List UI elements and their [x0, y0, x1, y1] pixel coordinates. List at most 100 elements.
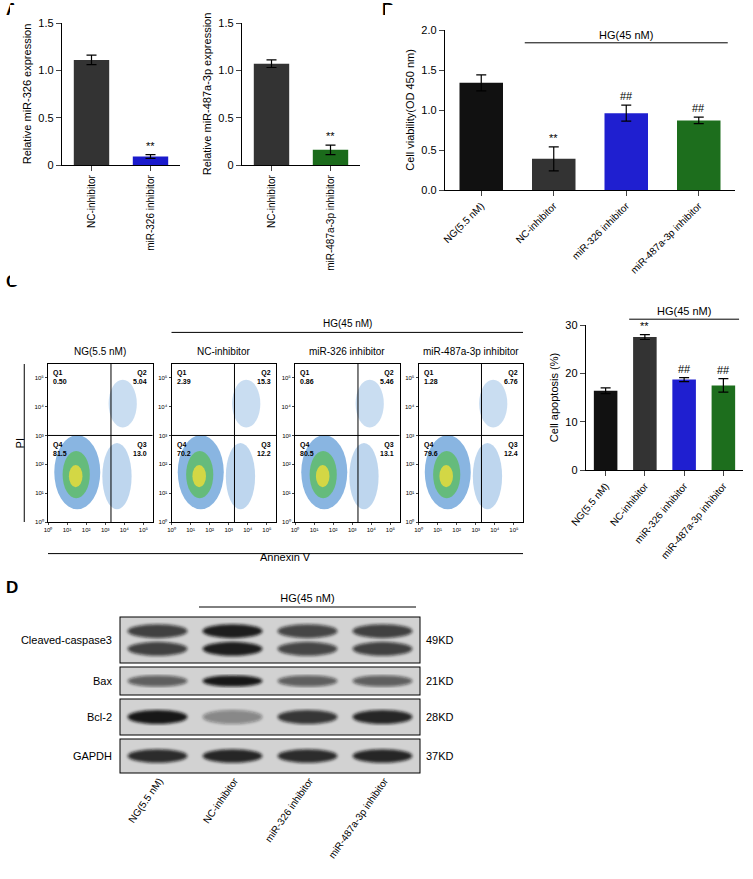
svg-text:10⁰: 10⁰ [406, 518, 415, 525]
svg-text:miR-326 inhibitor: miR-326 inhibitor [632, 480, 689, 545]
svg-text:10³: 10³ [348, 527, 357, 533]
svg-text:miR-326 inhibitor: miR-326 inhibitor [263, 775, 316, 844]
svg-text:0: 0 [571, 464, 577, 476]
svg-text:10³: 10³ [282, 433, 291, 439]
svg-text:28KD: 28KD [426, 711, 454, 723]
svg-text:miR-487a-3p inhibitor: miR-487a-3p inhibitor [326, 775, 390, 860]
svg-text:miR-326 inhibitor: miR-326 inhibitor [145, 175, 156, 251]
svg-text:PI: PI [14, 438, 26, 448]
svg-text:10²: 10² [406, 461, 415, 467]
svg-text:NC-inhibitor: NC-inhibitor [608, 480, 651, 528]
svg-text:10⁴: 10⁴ [405, 404, 415, 410]
svg-text:10⁵: 10⁵ [386, 527, 396, 533]
svg-text:Bcl-2: Bcl-2 [87, 711, 112, 723]
svg-text:10⁵: 10⁵ [139, 527, 149, 533]
svg-text:Q25.04: Q25.04 [133, 369, 147, 385]
svg-text:NG(5.5 nM): NG(5.5 nM) [569, 481, 611, 528]
svg-text:10⁴: 10⁴ [243, 527, 253, 533]
svg-text:**: ** [640, 320, 649, 332]
svg-text:10²: 10² [205, 527, 214, 533]
svg-text:**: ** [549, 132, 558, 144]
svg-text:NG(5.5 nM): NG(5.5 nM) [126, 776, 165, 825]
svg-text:miR-487a-3p inhibitor: miR-487a-3p inhibitor [423, 346, 519, 357]
svg-text:2.0: 2.0 [421, 24, 436, 36]
svg-text:10⁰: 10⁰ [414, 526, 423, 533]
svg-text:10⁴: 10⁴ [367, 527, 377, 533]
svg-text:1.5: 1.5 [218, 17, 233, 29]
svg-text:Q470.2: Q470.2 [177, 441, 191, 457]
svg-text:##: ## [717, 364, 730, 376]
svg-text:10³: 10³ [101, 527, 110, 533]
svg-text:10³: 10³ [471, 527, 480, 533]
svg-text:NC-inhibitor: NC-inhibitor [86, 175, 97, 228]
svg-text:10⁰: 10⁰ [44, 526, 53, 533]
svg-text:GAPDH: GAPDH [73, 750, 112, 762]
svg-text:10⁰: 10⁰ [282, 518, 291, 525]
svg-text:10⁰: 10⁰ [159, 518, 168, 525]
svg-text:Q479.6: Q479.6 [424, 441, 438, 457]
svg-text:miR-487a-3p inhibitor: miR-487a-3p inhibitor [325, 175, 336, 271]
svg-text:HG(45 nM): HG(45 nM) [657, 305, 711, 317]
svg-text:Q481.5: Q481.5 [53, 441, 67, 457]
svg-text:49KD: 49KD [426, 634, 454, 646]
svg-text:10⁵: 10⁵ [282, 375, 292, 381]
svg-text:10¹: 10¹ [433, 527, 442, 533]
svg-text:10⁴: 10⁴ [282, 404, 292, 410]
svg-text:10⁰: 10⁰ [167, 526, 176, 533]
svg-text:10¹: 10¹ [310, 527, 319, 533]
svg-text:10⁵: 10⁵ [405, 375, 415, 381]
svg-text:10⁵: 10⁵ [35, 375, 45, 381]
svg-text:10¹: 10¹ [159, 490, 168, 496]
svg-text:1.0: 1.0 [218, 64, 233, 76]
svg-text:Q25.46: Q25.46 [380, 369, 394, 385]
svg-text:37KD: 37KD [426, 750, 454, 762]
svg-text:20: 20 [565, 367, 577, 379]
svg-text:NG(5.5 nM): NG(5.5 nM) [441, 200, 486, 245]
svg-text:Q313.1: Q313.1 [380, 441, 394, 457]
svg-text:1.5: 1.5 [38, 17, 53, 29]
svg-text:10⁴: 10⁴ [490, 527, 500, 533]
svg-text:10²: 10² [452, 527, 461, 533]
svg-text:1.0: 1.0 [421, 104, 436, 116]
svg-text:10⁴: 10⁴ [120, 527, 130, 533]
svg-text:##: ## [692, 102, 705, 114]
svg-text:10⁰: 10⁰ [35, 518, 44, 525]
svg-text:10: 10 [565, 416, 577, 428]
svg-text:Bax: Bax [93, 675, 112, 687]
svg-text:HG(45 nM): HG(45 nM) [599, 29, 653, 41]
svg-text:Q215.3: Q215.3 [257, 369, 271, 385]
svg-text:Cell viability(OD 450 nm): Cell viability(OD 450 nm) [404, 49, 416, 171]
svg-text:21KD: 21KD [426, 675, 454, 687]
svg-text:10³: 10³ [406, 433, 415, 439]
svg-text:Cell apoptosis (%): Cell apoptosis (%) [548, 353, 560, 442]
svg-text:0.5: 0.5 [38, 112, 53, 124]
svg-text:**: ** [146, 140, 155, 152]
svg-text:##: ## [678, 363, 691, 375]
svg-text:10¹: 10¹ [406, 490, 415, 496]
svg-text:NC-inhibitor: NC-inhibitor [201, 775, 241, 825]
svg-text:Q312.2: Q312.2 [257, 441, 271, 457]
svg-text:10⁴: 10⁴ [35, 404, 45, 410]
svg-text:Q313.0: Q313.0 [133, 441, 147, 457]
svg-text:miR-326 inhibitor: miR-326 inhibitor [570, 200, 632, 262]
svg-text:miR-487a-3p inhibitor: miR-487a-3p inhibitor [659, 480, 729, 561]
svg-text:10³: 10³ [159, 433, 168, 439]
svg-text:miR-487a-3p inhibitor: miR-487a-3p inhibitor [628, 200, 704, 276]
svg-text:NC-inhibitor: NC-inhibitor [197, 346, 250, 357]
svg-text:##: ## [620, 90, 633, 102]
svg-text:Annexin V: Annexin V [260, 551, 311, 563]
svg-text:10²: 10² [35, 461, 44, 467]
svg-text:10¹: 10¹ [63, 527, 72, 533]
svg-text:Q10.86: Q10.86 [300, 369, 314, 385]
svg-text:0: 0 [47, 159, 53, 171]
svg-text:HG(45 nM): HG(45 nM) [323, 318, 372, 329]
svg-text:10¹: 10¹ [282, 490, 291, 496]
svg-text:1.0: 1.0 [38, 64, 53, 76]
svg-text:0.5: 0.5 [218, 112, 233, 124]
svg-text:Q12.39: Q12.39 [177, 369, 191, 385]
svg-text:10¹: 10¹ [186, 527, 195, 533]
svg-text:0.0: 0.0 [421, 184, 436, 196]
svg-text:10¹: 10¹ [35, 490, 44, 496]
svg-text:10³: 10³ [224, 527, 233, 533]
svg-text:NC-inhibitor: NC-inhibitor [514, 200, 560, 246]
